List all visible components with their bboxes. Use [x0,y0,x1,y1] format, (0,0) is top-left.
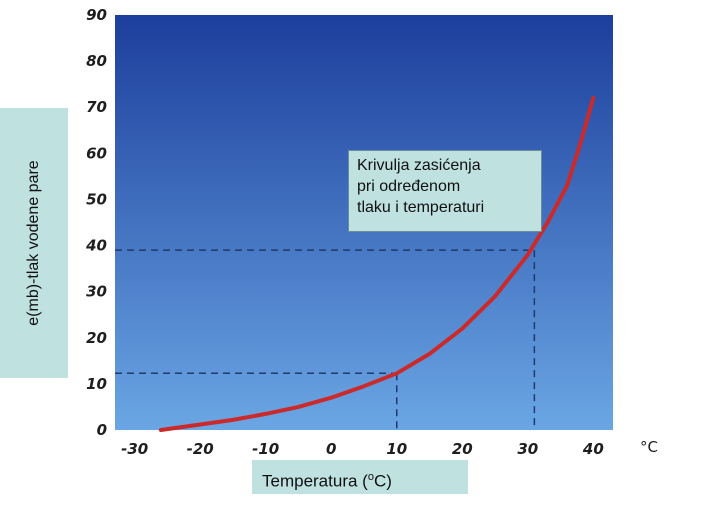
x-tick-label: -20 [187,440,214,458]
x-tick-label: 30 [517,440,538,458]
x-axis-label-main: Temperatura ( [262,471,368,491]
y-tick-label: 90 [86,6,107,24]
y-tick-label: 0 [97,421,107,439]
y-tick-label: 70 [86,98,107,116]
x-tick-label: 20 [452,440,473,458]
x-tick-label: -10 [252,440,279,458]
annotation-line-1: Krivulja zasićenja [357,157,481,174]
x-unit-label: °C [640,438,658,456]
y-tick-label: 20 [86,329,107,347]
y-axis-label: e(mb)-tlak vodene pare [25,160,42,326]
x-tick-label: -30 [121,440,148,458]
x-axis-label: Temperatura (oC) [252,460,468,494]
y-tick-label: 40 [85,237,107,255]
x-axis-label-degree: o [367,471,374,483]
y-tick-label: 10 [86,375,107,393]
x-tick-label: 40 [582,440,604,458]
saturation-curve-annotation: Krivulja zasićenja pri određenom tlaku i… [348,150,542,232]
annotation-line-3: tlaku i temperaturi [357,199,485,216]
y-tick-label: 30 [86,283,107,301]
saturation-curve-line [158,96,596,432]
y-tick-label: 50 [86,190,107,208]
x-tick-label: 0 [326,440,336,458]
x-axis-label-unit: C) [373,471,392,491]
annotation-line-2: pri određenom [357,178,461,195]
y-tick-label: 60 [86,144,107,162]
x-tick-label: 10 [386,440,407,458]
y-axis-label-box: e(mb)-tlak vodene pare [0,108,68,378]
y-tick-label: 80 [86,52,107,70]
